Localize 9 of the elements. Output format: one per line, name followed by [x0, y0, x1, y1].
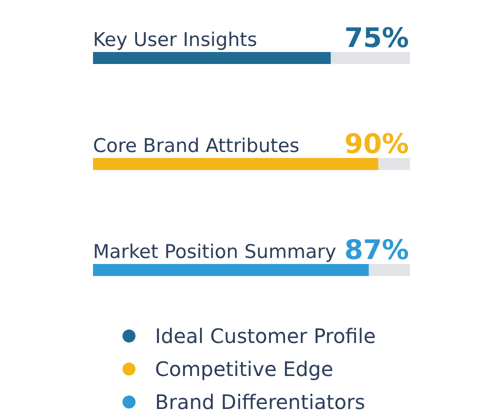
y-tick-label: Key User Insights [93, 29, 258, 51]
y-tick-label: Core Brand Attributes [93, 135, 300, 157]
data-label: 75% [344, 23, 409, 54]
legend-label: Ideal Customer Profile [155, 324, 376, 348]
data-label: 90% [344, 129, 409, 160]
legend-label: Brand Differentiators [155, 390, 366, 414]
y-tick-label: Market Position Summary [93, 241, 336, 263]
legend-label: Competitive Edge [155, 357, 334, 381]
data-label: 87% [344, 235, 409, 266]
